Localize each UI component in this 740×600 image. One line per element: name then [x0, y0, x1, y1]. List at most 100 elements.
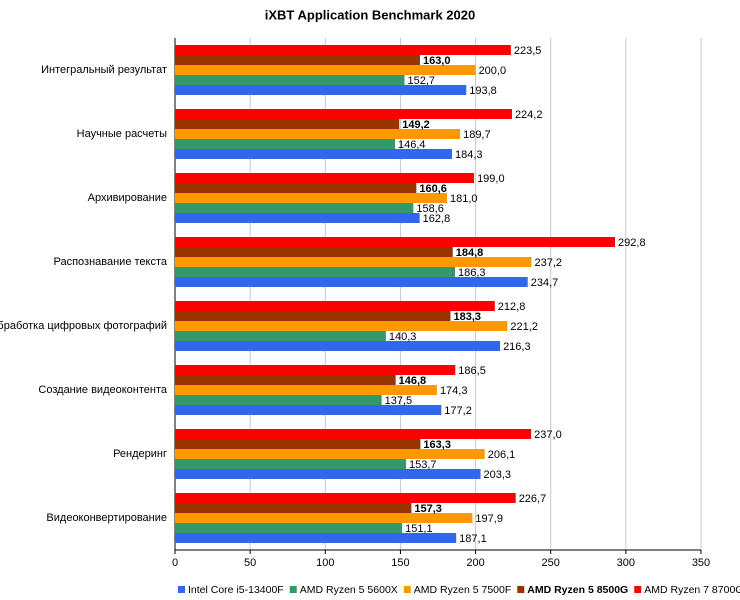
- bar: [175, 405, 442, 415]
- bar: [175, 75, 405, 85]
- y-tick-label: Интегральный результат: [41, 64, 167, 76]
- value-label: 151,1: [405, 523, 433, 535]
- bar: [175, 533, 457, 543]
- bar: [175, 469, 481, 479]
- value-label: 146,8: [399, 375, 427, 387]
- bar: [175, 439, 421, 449]
- value-label: 174,3: [440, 385, 468, 397]
- bar: [175, 459, 406, 469]
- value-label: 292,8: [618, 237, 646, 249]
- bar: [175, 193, 448, 203]
- value-label: 163,0: [423, 55, 451, 67]
- bar: [175, 85, 467, 95]
- value-label: 146,4: [398, 139, 426, 151]
- legend-label: AMD Ryzen 5 8500G: [527, 584, 628, 596]
- bar: [175, 149, 452, 159]
- bar: [175, 55, 420, 65]
- value-label: 189,7: [463, 129, 491, 141]
- bar: [175, 365, 456, 375]
- value-label: 163,3: [423, 439, 451, 451]
- value-label: 221,2: [510, 321, 538, 333]
- y-tick-label: Архивирование: [88, 192, 167, 204]
- bar: [175, 45, 511, 55]
- value-label: 137,5: [385, 395, 413, 407]
- x-tick-label: 200: [466, 557, 484, 569]
- value-label: 226,7: [519, 493, 547, 505]
- value-label: 234,7: [531, 277, 559, 289]
- value-label: 212,8: [498, 301, 526, 313]
- value-label: 153,7: [409, 459, 437, 471]
- value-label: 237,2: [534, 257, 562, 269]
- bar: [175, 247, 453, 257]
- value-label: 224,2: [515, 109, 543, 121]
- value-label: 186,5: [458, 365, 486, 377]
- value-label: 184,8: [456, 247, 484, 259]
- bar: [175, 257, 532, 267]
- bar: [175, 321, 508, 331]
- x-tick-label: 150: [391, 557, 409, 569]
- value-label: 140,3: [389, 331, 417, 343]
- x-tick-label: 300: [617, 557, 635, 569]
- x-tick-label: 0: [172, 557, 178, 569]
- legend-swatch: [178, 586, 185, 593]
- x-tick-label: 50: [244, 557, 256, 569]
- legend-label: AMD Ryzen 7 8700G: [644, 584, 740, 596]
- y-tick-label: Создание видеоконтента: [38, 384, 167, 396]
- bar: [175, 267, 455, 277]
- legend-swatch: [289, 586, 297, 593]
- y-tick-label: Видеоконвертирование: [46, 512, 167, 524]
- bar: [175, 503, 412, 513]
- value-label: 158,6: [416, 203, 444, 215]
- bar: [175, 183, 417, 193]
- bar: [175, 119, 400, 129]
- value-label: 223,5: [514, 45, 542, 57]
- chart-title: iXBT Application Benchmark 2020: [265, 7, 475, 22]
- value-label: 183,3: [453, 311, 481, 323]
- value-label: 149,2: [402, 119, 430, 131]
- bar: [175, 65, 476, 75]
- bar: [175, 429, 532, 439]
- value-label: 237,0: [534, 429, 562, 441]
- bar: [175, 237, 616, 247]
- bar: [175, 203, 414, 213]
- value-label: 157,3: [414, 503, 442, 515]
- bar: [175, 277, 528, 287]
- bar: [175, 341, 501, 351]
- value-label: 200,0: [479, 65, 507, 77]
- legend-swatch: [634, 586, 642, 593]
- value-label: 197,9: [475, 513, 503, 525]
- value-label: 206,1: [488, 449, 516, 461]
- bar: [175, 513, 473, 523]
- bar: [175, 385, 437, 395]
- bar: [175, 523, 403, 533]
- y-tick-label: Обработка цифровых фотографий: [0, 320, 167, 332]
- bar: [175, 139, 396, 149]
- legend-label: Intel Core i5-13400F: [188, 584, 284, 596]
- value-label: 216,3: [503, 341, 531, 353]
- bar: [175, 375, 396, 385]
- value-label: 199,0: [477, 173, 505, 185]
- value-label: 152,7: [407, 75, 435, 87]
- y-tick-label: Распознавание текста: [53, 256, 167, 268]
- legend-swatch: [517, 586, 525, 593]
- value-label: 186,3: [458, 267, 486, 279]
- value-label: 203,3: [484, 469, 512, 481]
- legend-label: AMD Ryzen 5 7500F: [414, 584, 511, 596]
- x-tick-label: 350: [692, 557, 710, 569]
- value-label: 193,8: [469, 85, 497, 97]
- bar: [175, 301, 495, 311]
- value-label: 181,0: [450, 193, 478, 205]
- y-tick-label: Рендеринг: [113, 448, 167, 460]
- y-tick-label: Научные расчеты: [77, 128, 167, 140]
- legend-label: AMD Ryzen 5 5600X: [300, 584, 398, 596]
- bar: [175, 331, 386, 341]
- value-label: 184,3: [455, 149, 483, 161]
- value-label: 187,1: [459, 533, 487, 545]
- legend-swatch: [403, 586, 411, 593]
- bar: [175, 395, 382, 405]
- bar: [175, 129, 461, 139]
- x-tick-label: 250: [542, 557, 560, 569]
- bar: [175, 449, 485, 459]
- bar: [175, 493, 516, 503]
